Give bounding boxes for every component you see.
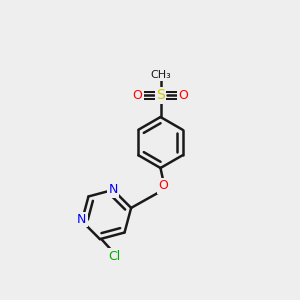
Text: S: S [156,88,165,102]
Text: O: O [159,179,168,192]
Text: N: N [108,183,118,196]
Text: Cl: Cl [108,250,120,263]
Text: O: O [132,89,142,102]
Text: N: N [77,213,87,226]
Text: CH₃: CH₃ [150,70,171,80]
Text: O: O [179,89,189,102]
